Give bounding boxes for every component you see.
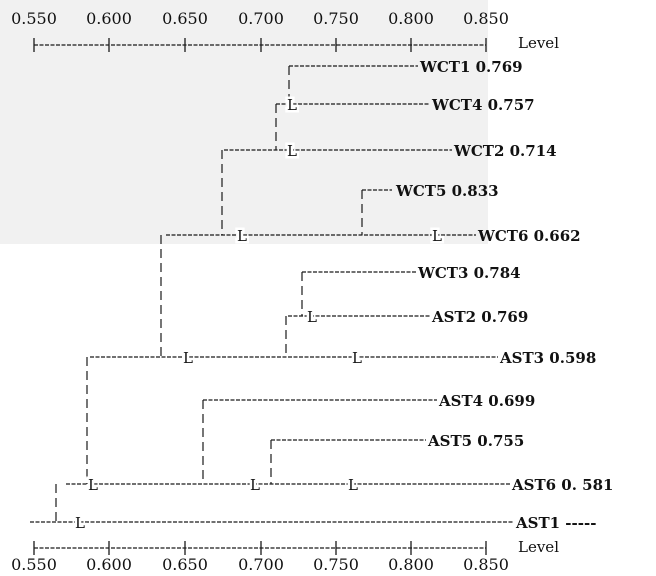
cluster-node-marker: L <box>183 349 193 367</box>
leaf-label-ast6: AST6 0. 581 <box>511 476 613 494</box>
cluster-node-marker: L <box>307 308 317 326</box>
top-axis-tick-label: 0.850 <box>463 9 509 28</box>
cluster-node-marker: L <box>348 476 358 494</box>
leaf-label-wct2: WCT2 0.714 <box>453 142 557 160</box>
bottom-axis-tick-label: 0.650 <box>162 555 208 574</box>
cluster-node-marker: L <box>352 349 362 367</box>
top-axis-tick-label: 0.600 <box>86 9 132 28</box>
top-axis-level-label: Level <box>518 34 559 52</box>
top-level-axis: 0.550 0.600 0.650 0.700 0.750 0.800 0.850 Level <box>11 9 559 52</box>
leaf-label-ast3: AST3 0.598 <box>499 349 596 367</box>
leaf-label-wct6: WCT6 0.662 <box>477 227 581 245</box>
bottom-axis-tick-label: 0.850 <box>463 555 509 574</box>
bottom-axis-level-label: Level <box>518 538 559 556</box>
cluster-node-marker: L <box>432 227 442 245</box>
cluster-node-marker: L <box>237 227 247 245</box>
cluster-node-marker: L <box>75 514 85 532</box>
leaf-label-wct1: WCT1 0.769 <box>419 58 523 76</box>
scan-background-tint <box>0 0 488 244</box>
bottom-level-axis: 0.550 0.600 0.650 0.700 0.750 0.800 0.850 Level <box>11 538 559 574</box>
leaf-label-ast4: AST4 0.699 <box>438 392 535 410</box>
top-axis-tick-label: 0.700 <box>238 9 284 28</box>
cluster-node-marker: L <box>250 476 260 494</box>
top-axis-tick-label: 0.650 <box>162 9 208 28</box>
cluster-node-marker: L <box>287 142 297 160</box>
leaf-label-ast2: AST2 0.769 <box>431 308 528 326</box>
leaf-label-wct5: WCT5 0.833 <box>395 182 499 200</box>
cluster-tree <box>30 65 514 523</box>
bottom-axis-tick-label: 0.700 <box>238 555 284 574</box>
bottom-axis-tick-label: 0.750 <box>313 555 359 574</box>
cluster-nodes: L L L L L L L L L L L <box>73 94 445 535</box>
top-axis-tick-label: 0.750 <box>313 9 359 28</box>
bottom-axis-tick-label: 0.600 <box>86 555 132 574</box>
top-axis-tick-label: 0.800 <box>388 9 434 28</box>
cluster-node-marker: L <box>88 476 98 494</box>
leaf-label-ast1: AST1 ----- <box>515 514 596 532</box>
leaf-label-wct3: WCT3 0.784 <box>417 264 521 282</box>
leaf-label-wct4: WCT4 0.757 <box>431 96 535 114</box>
top-axis-tick-label: 0.550 <box>11 9 57 28</box>
bottom-axis-tick-label: 0.800 <box>388 555 434 574</box>
leaf-labels: WCT1 0.769 WCT4 0.757 WCT2 0.714 WCT5 0.833… <box>395 58 613 532</box>
bottom-axis-tick-label: 0.550 <box>11 555 57 574</box>
cluster-node-marker: L <box>287 96 297 114</box>
leaf-label-ast5: AST5 0.755 <box>427 432 524 450</box>
